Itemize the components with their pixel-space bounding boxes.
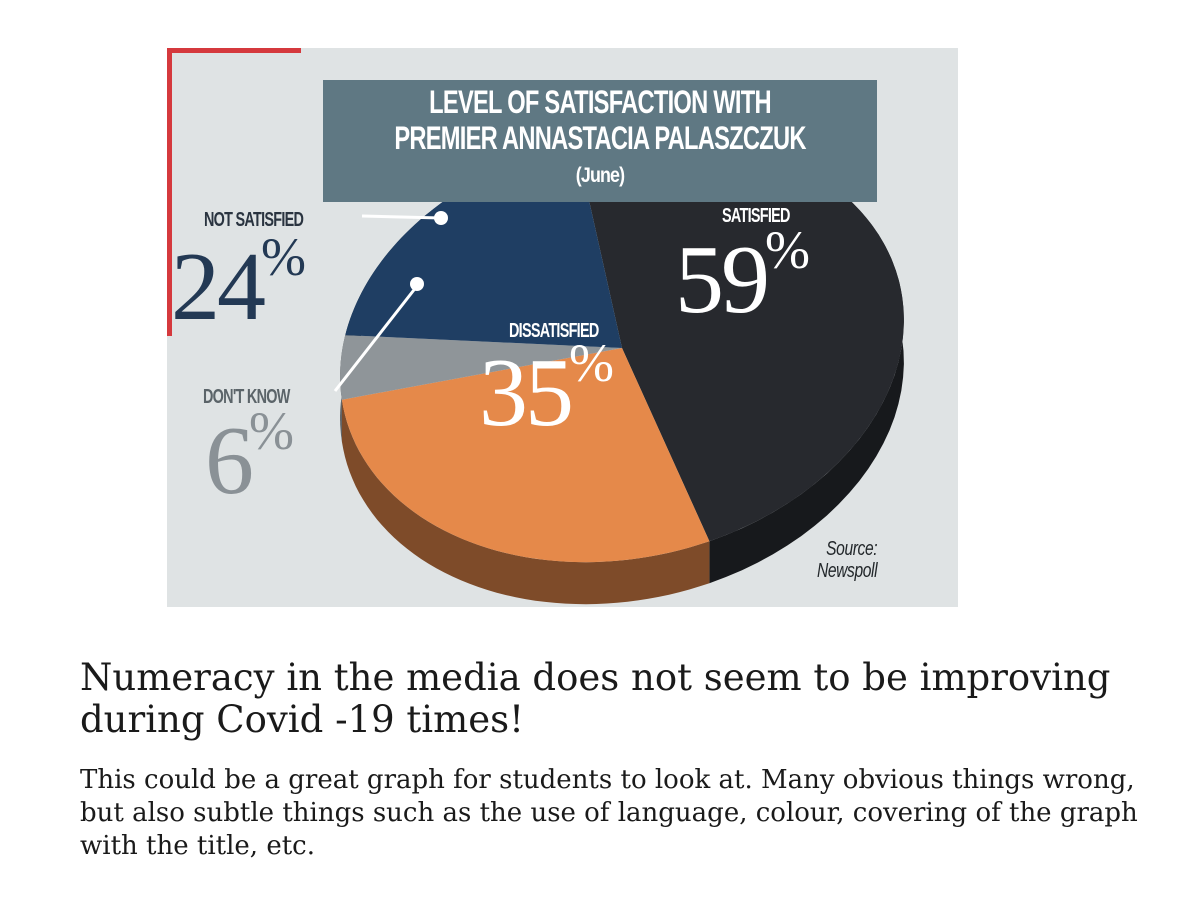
red-accent-left <box>167 53 172 336</box>
value-satisfied: 59% <box>675 223 810 329</box>
leader-dot-dont-know <box>410 277 424 291</box>
value-dont-know-unit: % <box>249 401 294 461</box>
value-not-satisfied: 24% <box>171 230 306 336</box>
pie-slice-dissatisfied <box>341 348 710 563</box>
value-satisfied-number: 59 <box>675 226 770 334</box>
label-dont-know: DON'T KNOW <box>203 386 290 408</box>
chart-title-line2: PREMIER ANNASTACIA PALASZCZUK <box>394 120 806 156</box>
label-not-satisfied: NOT SATISFIED <box>204 209 304 231</box>
leader-line-not-satisfied <box>361 214 442 220</box>
source-label: Source: <box>826 538 878 560</box>
pie-side-dissatisfied <box>341 399 710 605</box>
red-accent-top <box>167 48 301 53</box>
source-name: Newspoll <box>817 560 878 582</box>
label-dissatisfied: DISSATISFIED <box>509 320 599 342</box>
chart-title-box: LEVEL OF SATISFACTION WITH PREMIER ANNAS… <box>323 80 877 202</box>
leader-dot-not-satisfied <box>434 211 448 225</box>
value-dissatisfied: 35% <box>479 336 614 442</box>
article-description: This could be a great graph for students… <box>80 765 1138 861</box>
value-not-satisfied-unit: % <box>261 227 306 287</box>
chart-figure: LEVEL OF SATISFACTION WITH PREMIER ANNAS… <box>167 48 958 607</box>
value-not-satisfied-number: 24 <box>171 233 266 341</box>
pie-slice-satisfied <box>576 133 904 542</box>
chart-subtitle: (June) <box>575 164 625 187</box>
chart-source: Source: Newspoll <box>817 538 878 582</box>
chart-title: LEVEL OF SATISFACTION WITH <box>429 84 771 120</box>
value-dont-know: 6% <box>205 404 294 510</box>
leader-line-dont-know <box>333 285 419 392</box>
value-dont-know-number: 6 <box>205 407 254 515</box>
value-dissatisfied-number: 35 <box>479 339 574 447</box>
pie-chart <box>333 133 904 605</box>
value-dissatisfied-unit: % <box>569 333 614 393</box>
article-headline: Numeracy in the media does not seem to b… <box>80 656 1111 741</box>
label-satisfied: SATISFIED <box>722 205 790 227</box>
pie-slice-don-t-know <box>340 335 622 400</box>
value-satisfied-unit: % <box>765 220 810 280</box>
